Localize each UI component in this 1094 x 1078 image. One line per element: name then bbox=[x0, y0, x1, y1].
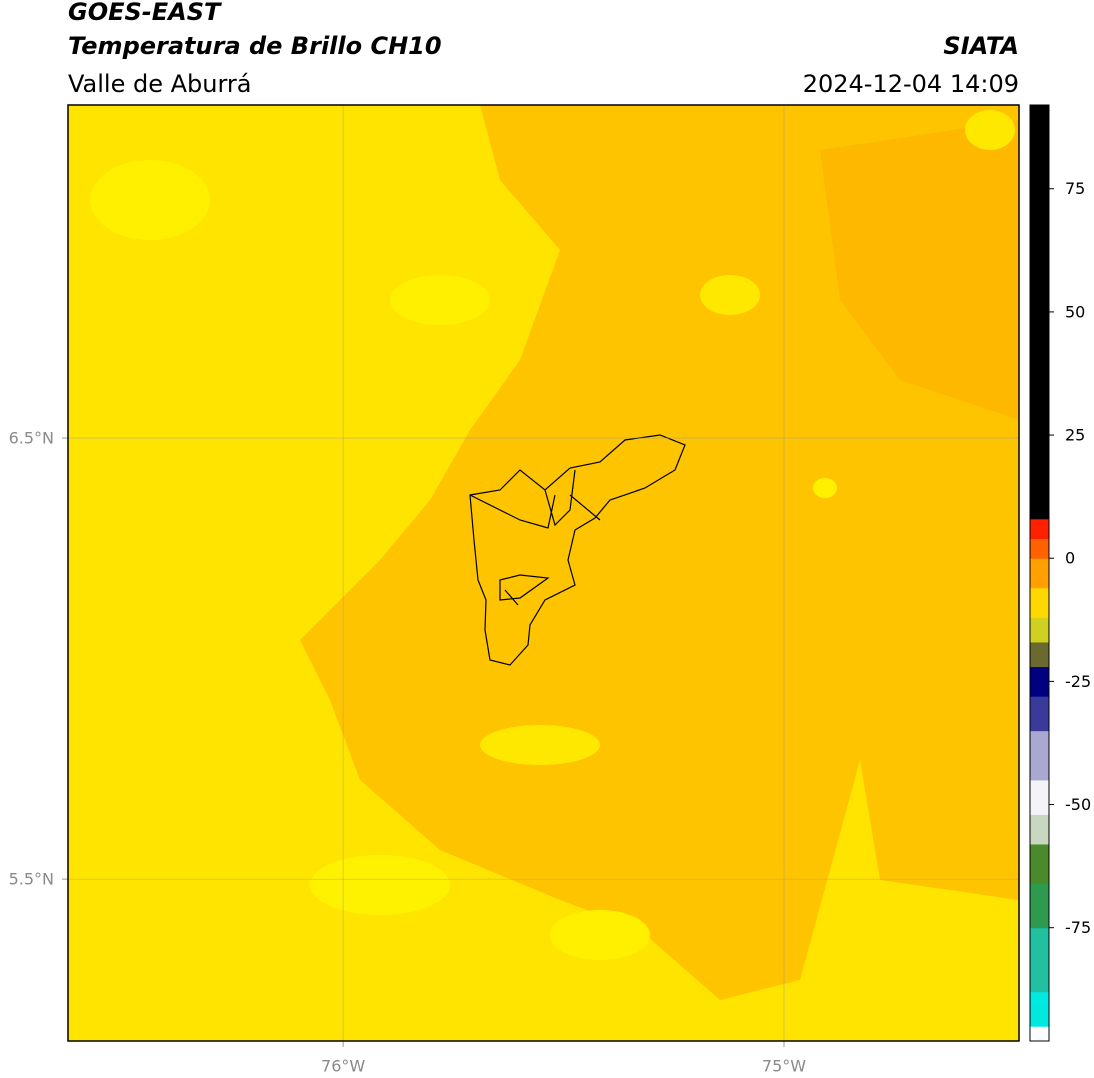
colorbar-label: -50 bbox=[1065, 795, 1091, 814]
colorbar-segment bbox=[1030, 991, 1049, 1027]
subtitle: Temperatura de Brillo CH10 bbox=[68, 32, 442, 60]
colorbar-label: 75 bbox=[1065, 179, 1085, 198]
lat-label: 5.5°N bbox=[9, 870, 54, 889]
colorbar-segment bbox=[1030, 883, 1049, 929]
lon-label: 75°W bbox=[762, 1057, 806, 1076]
map-field bbox=[68, 105, 1019, 1041]
valley-outline bbox=[469, 434, 686, 666]
lat-label: 6.5°N bbox=[9, 429, 54, 448]
colorbar-segment bbox=[1030, 105, 1049, 520]
colorbar-segment bbox=[1030, 730, 1049, 781]
region: Valle de Aburrá bbox=[68, 70, 252, 98]
colorbar-label: 0 bbox=[1065, 549, 1075, 568]
colorbar-segment bbox=[1030, 696, 1049, 732]
colorbar-segment bbox=[1030, 814, 1049, 845]
colorbar-segment bbox=[1030, 927, 1049, 993]
colorbar-segment bbox=[1030, 587, 1049, 618]
colorbar-label: 50 bbox=[1065, 302, 1085, 321]
colorbar-segment bbox=[1030, 641, 1049, 668]
colorbar-segment bbox=[1030, 617, 1049, 643]
timestamp: 2024-12-04 14:09 bbox=[803, 70, 1019, 98]
map-frame bbox=[67, 104, 1020, 1042]
title: GOES-EAST bbox=[68, 0, 222, 26]
colorbar-frame bbox=[1029, 104, 1050, 1042]
source: SIATA bbox=[943, 32, 1019, 60]
lon-label: 76°W bbox=[321, 1057, 365, 1076]
colorbar-segment bbox=[1030, 779, 1049, 815]
colorbar-segment bbox=[1030, 518, 1049, 540]
colorbar-segment bbox=[1030, 558, 1049, 589]
colorbar-label: -25 bbox=[1065, 672, 1091, 691]
colorbar-segment bbox=[1030, 666, 1049, 697]
colorbar-label: 25 bbox=[1065, 426, 1085, 445]
colorbar-label: -75 bbox=[1065, 918, 1091, 937]
colorbar-segment bbox=[1030, 843, 1049, 884]
colorbar-segment bbox=[1030, 538, 1049, 559]
colorbar-segment bbox=[1030, 1026, 1049, 1042]
